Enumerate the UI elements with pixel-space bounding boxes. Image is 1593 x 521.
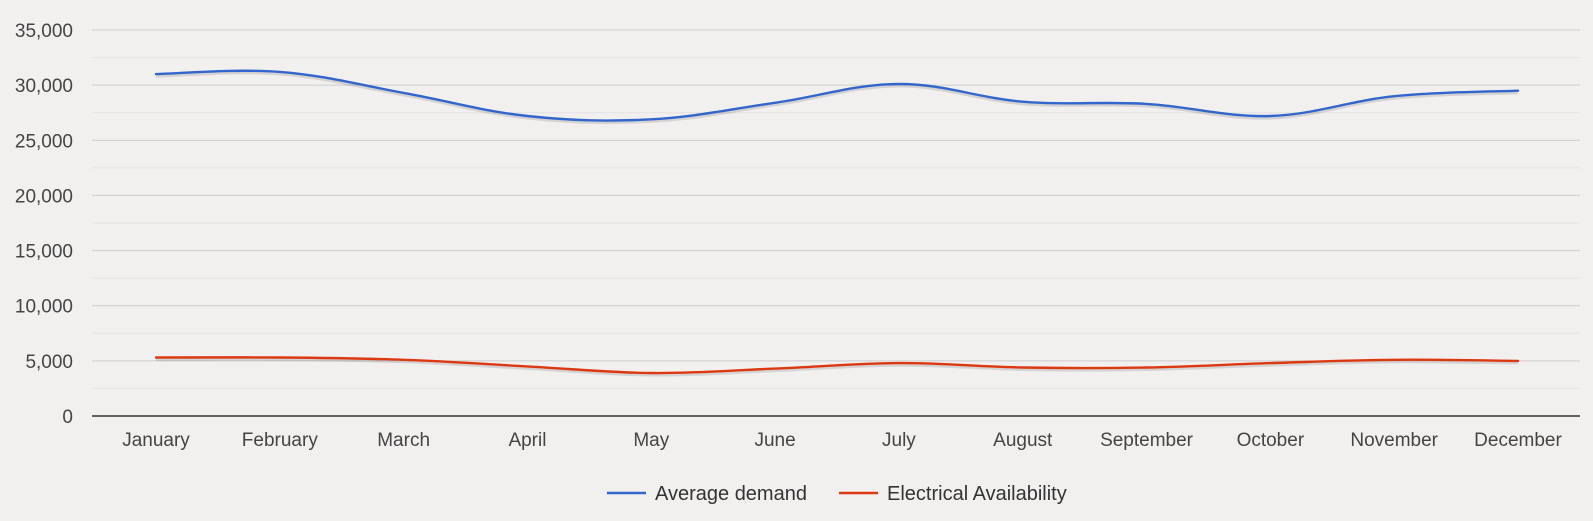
data-point: [402, 358, 406, 362]
legend-label: Electrical Availability: [887, 483, 1067, 505]
data-point: [525, 364, 529, 368]
y-tick-label: 35,000: [15, 21, 73, 42]
data-point: [1392, 94, 1396, 98]
series-line-shadow: [155, 357, 1519, 377]
data-point: [773, 101, 777, 105]
data-point: [897, 361, 901, 365]
x-tick-label: July: [882, 430, 916, 451]
y-tick-label: 30,000: [15, 76, 73, 97]
series-lines: [154, 69, 1520, 377]
x-tick-label: January: [122, 430, 190, 451]
data-point: [1392, 358, 1396, 362]
data-point: [278, 70, 282, 74]
y-tick-label: 25,000: [15, 131, 73, 152]
data-point: [1516, 89, 1520, 93]
series-electrical-availability: [154, 356, 1520, 377]
data-point: [649, 371, 653, 375]
legend-label: Average demand: [655, 483, 807, 505]
legend[interactable]: Average demand Electrical Availability: [607, 483, 1067, 505]
gridlines: [92, 29, 1580, 389]
series-line-average-demand: [154, 69, 1520, 122]
y-tick-label: 20,000: [15, 186, 73, 207]
data-point: [1268, 114, 1272, 118]
x-tick-label: April: [508, 430, 546, 451]
data-point: [773, 367, 777, 371]
x-tick-label: November: [1350, 430, 1438, 451]
data-point: [1021, 100, 1025, 104]
y-tick-label: 5,000: [25, 352, 73, 373]
data-point: [278, 356, 282, 360]
x-tick-label: December: [1474, 430, 1562, 451]
data-point: [897, 82, 901, 86]
y-tick-label: 0: [62, 407, 73, 428]
data-point: [1145, 102, 1149, 106]
y-tick-label: 15,000: [15, 242, 73, 263]
series-average-demand: [154, 69, 1520, 125]
x-tick-label: October: [1237, 430, 1305, 451]
legend-item-average-demand[interactable]: Average demand: [607, 483, 807, 505]
x-tick-label: September: [1100, 430, 1194, 451]
data-point: [1268, 361, 1272, 365]
data-point: [154, 356, 158, 360]
series-line-shadow: [155, 71, 1519, 125]
x-axis-tick-labels: January February March April May June July Augu…: [122, 430, 1562, 451]
x-tick-label: August: [993, 430, 1053, 451]
x-tick-label: May: [633, 430, 669, 451]
series-line-electrical-availability: [154, 356, 1520, 375]
x-tick-label: March: [377, 430, 430, 451]
x-tick-label: June: [754, 430, 795, 451]
y-axis-tick-labels: 0 5,000 10,000 15,000 20,000 25,000 30,000 35,0…: [15, 21, 73, 428]
y-tick-label: 10,000: [15, 297, 73, 318]
data-point: [402, 91, 406, 95]
data-point: [154, 72, 158, 76]
x-tick-label: February: [242, 430, 319, 451]
data-point: [1021, 365, 1025, 369]
data-point: [1145, 365, 1149, 369]
data-point: [649, 117, 653, 121]
legend-item-electrical-availability[interactable]: Electrical Availability: [839, 483, 1067, 505]
data-point: [525, 114, 529, 118]
data-point: [1516, 359, 1520, 363]
